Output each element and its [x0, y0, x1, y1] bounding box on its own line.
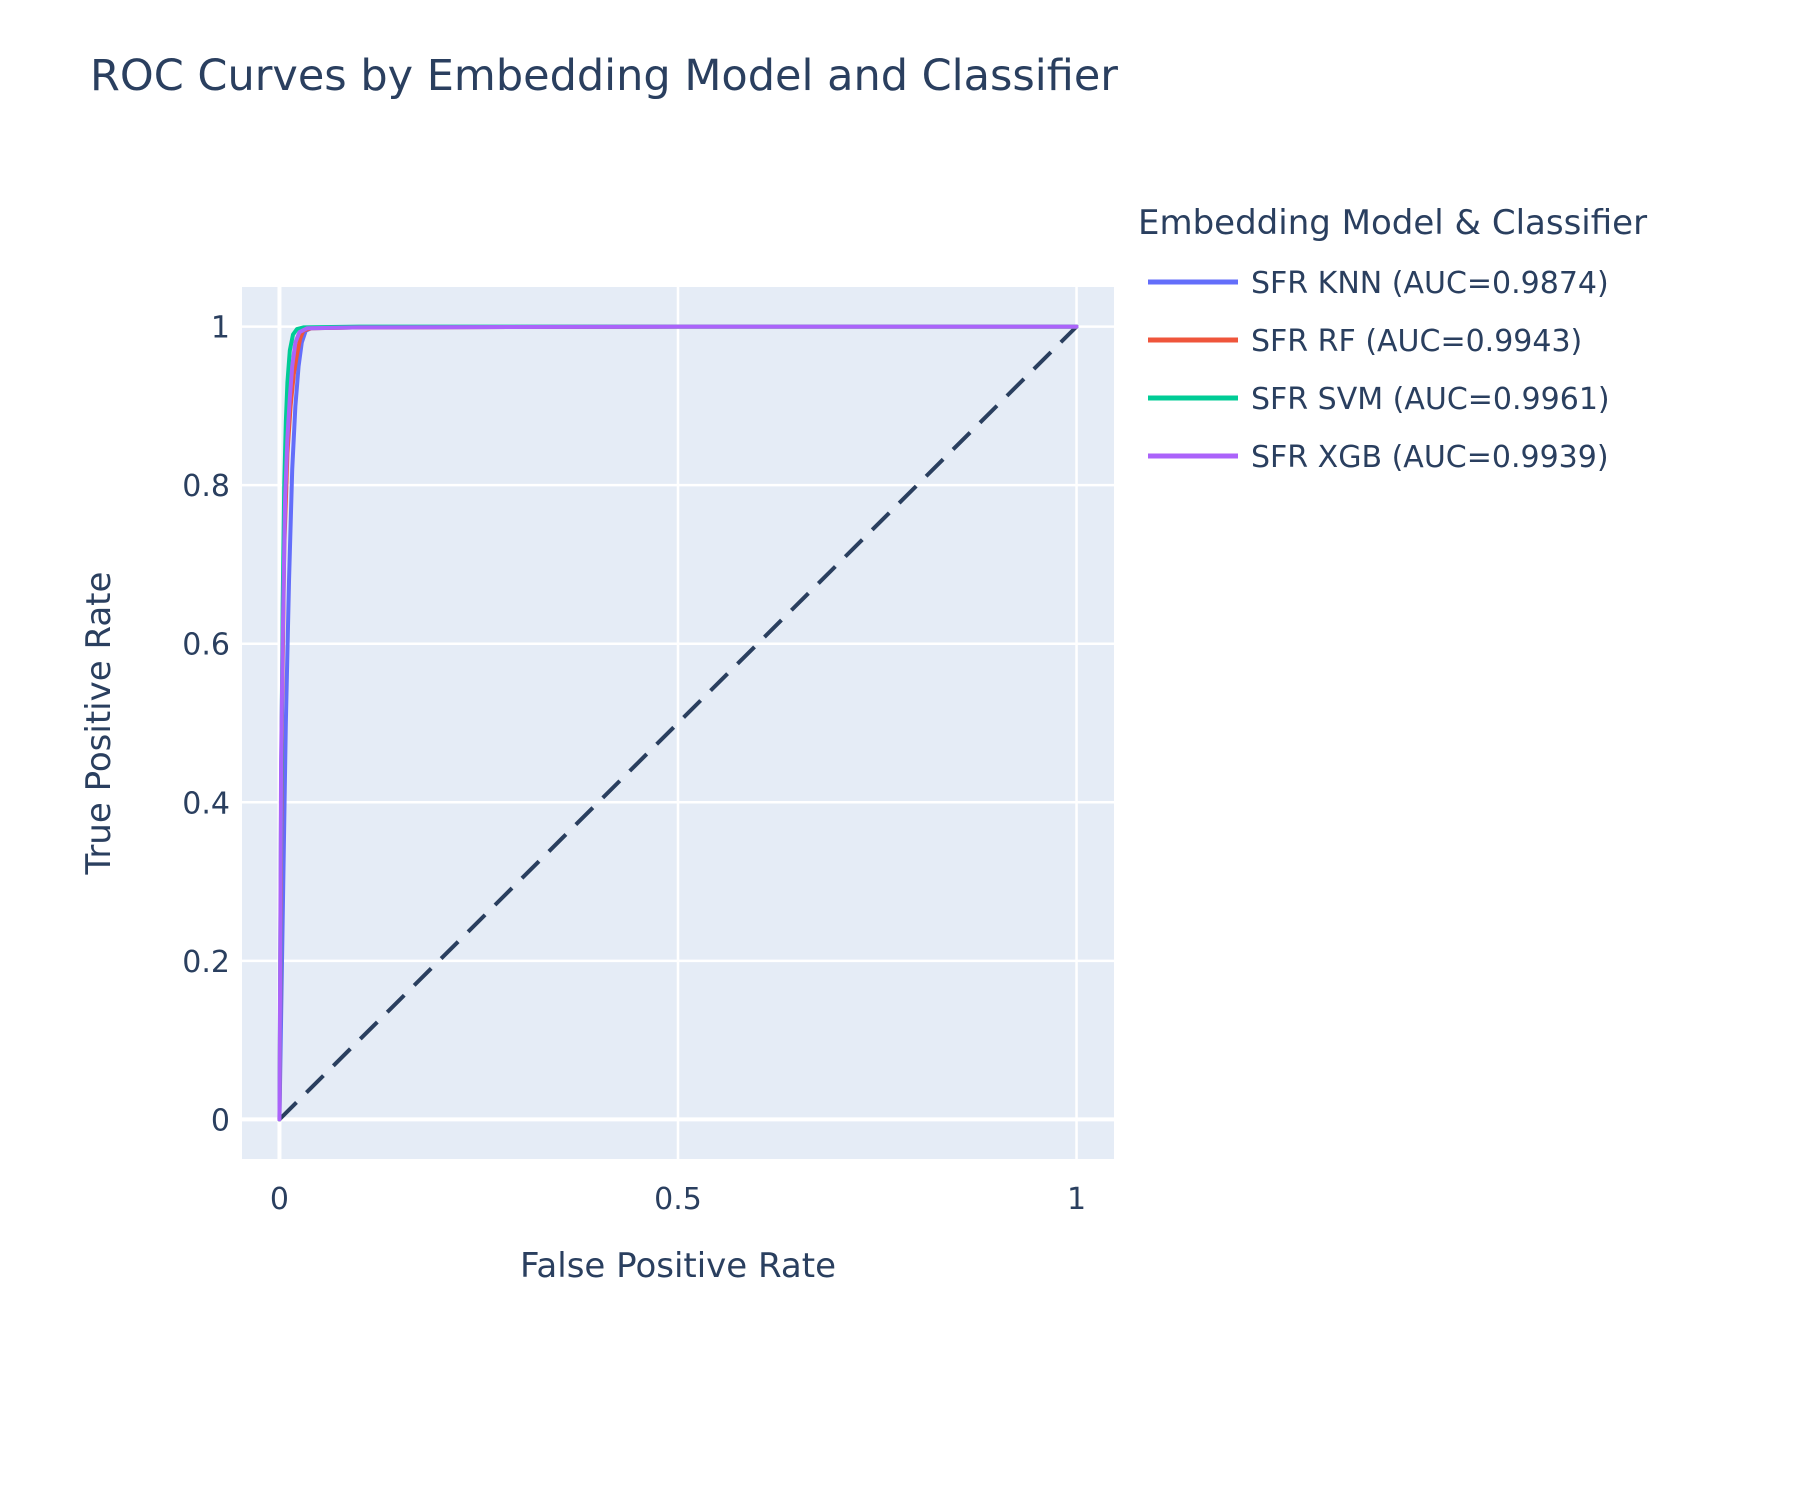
grid-lines	[242, 287, 1114, 1159]
legend-title: Embedding Model & Classifier	[1138, 203, 1647, 243]
y-tick-label: 0	[211, 1103, 230, 1138]
x-tick-label: 1	[1067, 1182, 1086, 1217]
y-axis-label: True Positive Rate	[79, 572, 119, 876]
x-axis-label: False Positive Rate	[520, 1246, 836, 1286]
legend[interactable]: Embedding Model & Classifier SFR KNN (AU…	[1138, 203, 1647, 475]
legend-item[interactable]: SFR XGB (AUC=0.9939)	[1148, 440, 1609, 475]
legend-item[interactable]: SFR KNN (AUC=0.9874)	[1148, 266, 1609, 301]
legend-item[interactable]: SFR SVM (AUC=0.9961)	[1148, 382, 1610, 417]
y-tick-label: 0.8	[182, 469, 230, 504]
legend-label: SFR SVM (AUC=0.9961)	[1251, 382, 1610, 417]
y-tick-label: 1	[211, 311, 230, 346]
x-tick-label: 0	[270, 1182, 289, 1217]
legend-label: SFR XGB (AUC=0.9939)	[1251, 440, 1609, 475]
chart-title: ROC Curves by Embedding Model and Classi…	[90, 51, 1118, 101]
series-layer	[277, 324, 1079, 1122]
legend-item[interactable]: SFR RF (AUC=0.9943)	[1148, 324, 1582, 359]
legend-label: SFR RF (AUC=0.9943)	[1251, 324, 1582, 359]
x-tick-label: 0.5	[654, 1182, 702, 1217]
tick-labels: 0 0.5 1 0 0.2 0.4 0.6 0.8 1	[182, 311, 1086, 1217]
legend-label: SFR KNN (AUC=0.9874)	[1251, 266, 1609, 301]
y-tick-label: 0.2	[182, 945, 230, 980]
y-tick-label: 0.6	[182, 628, 230, 663]
y-tick-label: 0.4	[182, 786, 230, 821]
roc-curve-line[interactable]	[277, 324, 1079, 1122]
